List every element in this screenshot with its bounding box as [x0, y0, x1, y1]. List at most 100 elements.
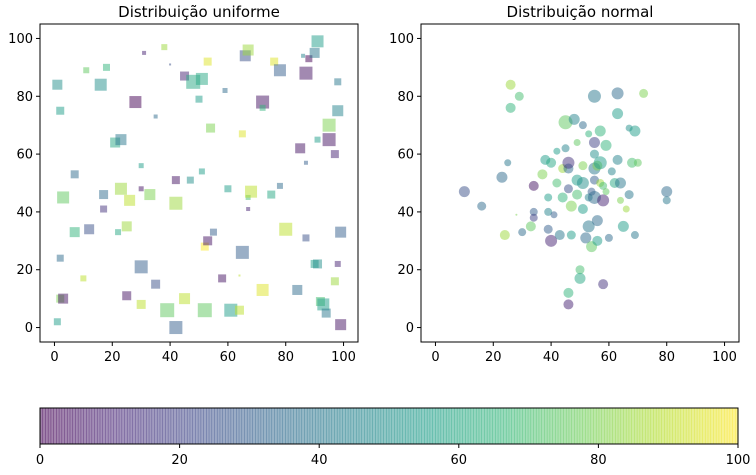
- colorbar-axis: 0 20 40 60 80 100: [36, 444, 751, 468]
- normal-point: [537, 169, 548, 180]
- normal-y-tick-label: 0: [406, 321, 414, 336]
- uniform-point: [84, 224, 95, 235]
- colorbar-tick-label: 100: [726, 453, 751, 468]
- normal-x-tick-label: 60: [601, 350, 618, 365]
- uniform-y-tick-label: 80: [16, 90, 33, 105]
- uniform-point: [242, 44, 254, 56]
- normal-point: [528, 180, 539, 191]
- uniform-point: [100, 205, 108, 213]
- uniform-point: [276, 182, 283, 189]
- normal-point: [627, 157, 638, 168]
- uniform-point: [330, 150, 339, 159]
- uniform-point: [303, 160, 308, 165]
- uniform-x-tick-label: 60: [220, 350, 237, 365]
- uniform-point: [83, 67, 90, 74]
- normal-point: [639, 88, 649, 98]
- normal-y-tick-label: 60: [397, 148, 414, 163]
- colorbar-tick-label: 40: [311, 453, 328, 468]
- colorbar-tick-label: 20: [171, 453, 188, 468]
- normal-point: [604, 233, 613, 242]
- uniform-point: [160, 303, 175, 318]
- uniform-point: [305, 55, 313, 63]
- uniform-point: [273, 64, 286, 77]
- uniform-point: [195, 95, 203, 103]
- uniform-point: [322, 118, 336, 132]
- uniform-point: [335, 319, 347, 331]
- uniform-point: [222, 87, 228, 93]
- uniform-point: [134, 260, 148, 274]
- normal-point: [577, 204, 588, 215]
- uniform-axes-frame: [39, 23, 359, 343]
- normal-point: [599, 181, 608, 190]
- normal-point: [565, 200, 577, 212]
- normal-point: [557, 192, 568, 203]
- uniform-x-tick-label: 80: [277, 350, 294, 365]
- normal-point: [544, 193, 553, 202]
- uniform-point: [299, 66, 313, 80]
- normal-point: [616, 196, 624, 204]
- normal-point: [585, 130, 593, 138]
- normal-point: [578, 161, 588, 171]
- uniform-point: [295, 143, 306, 154]
- normal-point: [529, 213, 538, 222]
- uniform-x-axis: 0 20 40 60 80 100: [50, 342, 356, 365]
- normal-point: [563, 299, 574, 310]
- uniform-point: [224, 303, 238, 317]
- uniform-point: [334, 78, 342, 86]
- normal-point: [624, 190, 634, 200]
- normal-point: [543, 224, 553, 234]
- uniform-point: [169, 196, 183, 210]
- uniform-point: [322, 133, 336, 147]
- uniform-point: [256, 283, 269, 296]
- normal-point: [518, 228, 527, 237]
- uniform-point: [197, 303, 212, 318]
- uniform-point: [57, 191, 70, 204]
- uniform-point: [115, 229, 122, 236]
- uniform-point: [94, 78, 107, 91]
- uniform-points: [52, 35, 347, 335]
- uniform-point: [317, 298, 330, 311]
- uniform-point: [235, 245, 249, 259]
- normal-point: [574, 272, 586, 284]
- uniform-x-tick-label: 20: [104, 350, 121, 365]
- colorbar-tick-label: 60: [451, 453, 468, 468]
- uniform-point: [267, 190, 276, 199]
- uniform-point: [332, 105, 344, 117]
- uniform-point: [292, 284, 303, 295]
- uniform-point: [138, 186, 144, 192]
- normal-point: [587, 89, 601, 103]
- uniform-point: [153, 114, 158, 119]
- colorbar-frame: [39, 407, 739, 445]
- uniform-point: [309, 47, 320, 58]
- normal-point: [546, 157, 557, 168]
- normal-point: [582, 220, 595, 233]
- normal-point: [572, 189, 583, 200]
- normal-point: [575, 265, 585, 275]
- uniform-point: [80, 275, 87, 282]
- normal-point: [612, 154, 623, 165]
- uniform-point: [209, 228, 217, 236]
- normal-y-tick-label: 80: [397, 90, 414, 105]
- uniform-point: [203, 57, 212, 66]
- normal-point: [545, 234, 558, 247]
- normal-point: [591, 215, 603, 227]
- normal-point: [617, 220, 629, 232]
- normal-point: [614, 177, 626, 189]
- uniform-point: [102, 63, 110, 71]
- normal-point: [578, 121, 587, 130]
- normal-y-tick-label: 20: [397, 263, 414, 278]
- uniform-point: [129, 96, 142, 109]
- colorbar: 0 20 40 60 80 100: [36, 407, 751, 468]
- uniform-point: [161, 44, 168, 51]
- uniform-point: [335, 226, 347, 238]
- uniform-point: [301, 53, 306, 58]
- normal-point: [499, 230, 510, 241]
- uniform-point: [180, 71, 190, 81]
- normal-points: [458, 79, 673, 310]
- normal-point: [597, 194, 610, 207]
- uniform-point: [239, 50, 251, 62]
- uniform-x-tick-label: 0: [50, 350, 58, 365]
- normal-title: Distribuição normal: [507, 3, 654, 21]
- normal-y-tick-label: 40: [397, 205, 414, 220]
